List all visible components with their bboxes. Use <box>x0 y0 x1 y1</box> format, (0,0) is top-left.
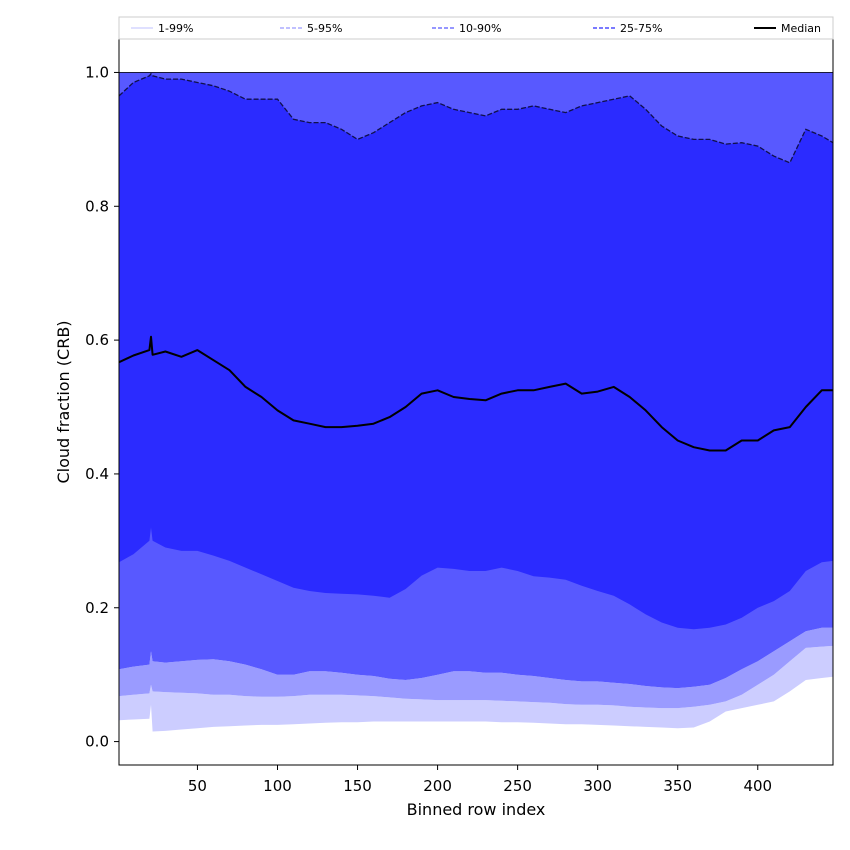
y-axis-label: Cloud fraction (CRB) <box>54 320 73 483</box>
legend: 1-99% 5-95% 10-90% 25-75% Median <box>118 16 834 40</box>
x-tick-label: 200 <box>423 777 452 795</box>
legend-label-10-90: 10-90% <box>459 22 501 35</box>
x-tick-label: 150 <box>343 777 372 795</box>
band-1-99 <box>119 645 833 732</box>
x-axis: 50 100 150 200 250 300 350 400 <box>188 765 772 795</box>
y-tick-label: 1.0 <box>85 63 109 81</box>
y-tick-label: 0.0 <box>85 733 109 751</box>
series-layer <box>119 335 833 452</box>
legend-label-1-99: 1-99% <box>158 22 193 35</box>
x-tick-label: 50 <box>188 777 207 795</box>
band-25-75 <box>119 73 833 630</box>
x-tick-label: 400 <box>743 777 772 795</box>
legend-frame <box>118 16 834 40</box>
bands-layer <box>119 72 833 732</box>
x-tick-label: 350 <box>663 777 692 795</box>
legend-label-5-95: 5-95% <box>307 22 342 35</box>
band-5-95 <box>119 627 833 709</box>
band-edges-layer <box>119 71 833 164</box>
x-axis-label: Binned row index <box>407 800 546 819</box>
y-tick-label: 0.4 <box>85 465 109 483</box>
y-tick-label: 0.6 <box>85 331 109 349</box>
x-tick-label: 250 <box>503 777 532 795</box>
y-axis: 0.0 0.2 0.4 0.6 0.8 1.0 <box>85 63 119 751</box>
legend-label-median: Median <box>781 22 821 35</box>
legend-label-25-75: 25-75% <box>620 22 662 35</box>
x-tick-label: 300 <box>583 777 612 795</box>
series-line-median <box>119 335 833 452</box>
y-tick-label: 0.8 <box>85 197 109 215</box>
band-25-75-upper-edge <box>119 72 833 164</box>
y-tick-label: 0.2 <box>85 599 109 617</box>
x-tick-label: 100 <box>263 777 292 795</box>
